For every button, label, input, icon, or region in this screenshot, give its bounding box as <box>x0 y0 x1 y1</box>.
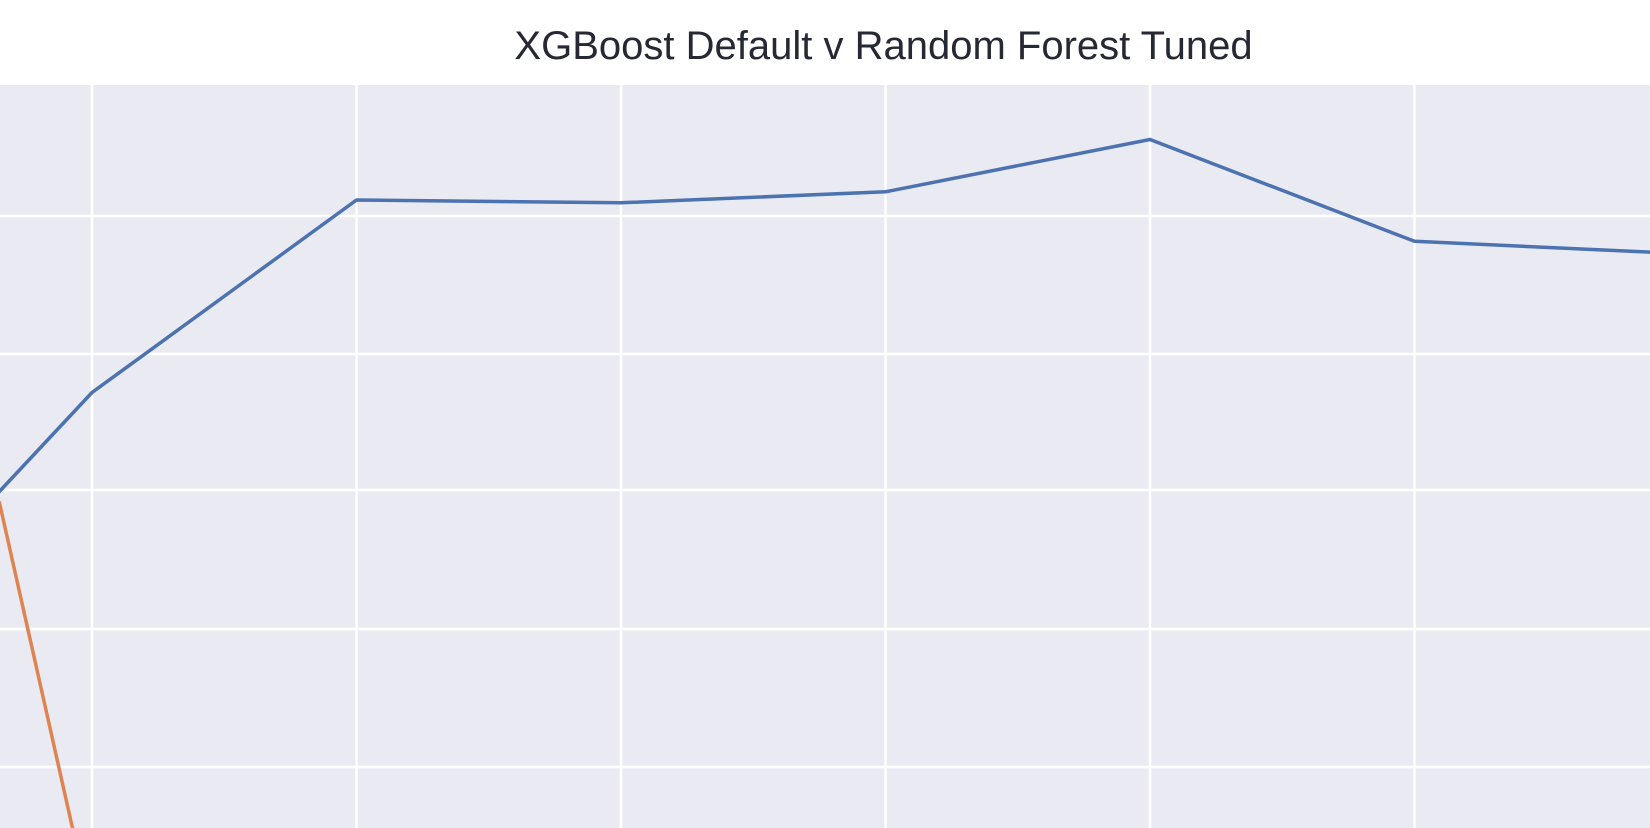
series-line-1 <box>0 137 1650 494</box>
series-line-2 <box>0 500 75 828</box>
plot-background <box>0 85 1650 828</box>
chart-title: XGBoost Default v Random Forest Tuned <box>514 24 1253 68</box>
y-gridlines <box>0 214 1650 769</box>
series-layer <box>0 137 1650 828</box>
x-gridlines <box>90 85 1416 828</box>
